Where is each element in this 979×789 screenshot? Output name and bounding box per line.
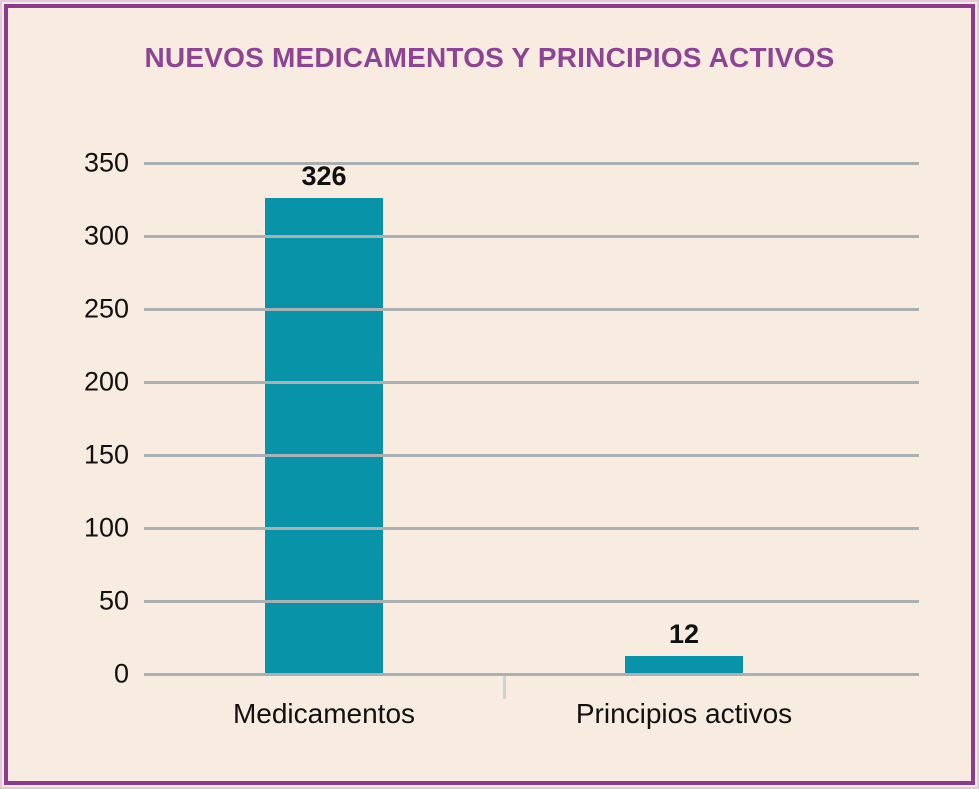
category-separator-tick <box>502 676 506 699</box>
x-axis-category-label-principios-activos: Principios activos <box>575 698 793 729</box>
gridline-150 <box>144 453 919 457</box>
x-axis-category-label-medicamentos: Medicamentos <box>232 698 416 729</box>
gridline-300 <box>144 234 919 238</box>
y-axis-label-100: 100 <box>83 512 129 543</box>
y-axis-label-150: 150 <box>83 439 129 470</box>
gridline-350 <box>144 161 919 165</box>
bar-value-label-principios-activos: 12 <box>668 619 700 650</box>
y-axis-label-350: 350 <box>83 147 129 178</box>
gridline-250 <box>144 307 919 311</box>
y-axis-label-0: 0 <box>113 658 129 689</box>
y-axis-label-200: 200 <box>83 366 129 397</box>
bar-value-label-medicamentos: 326 <box>301 161 347 192</box>
bar-principios-activos <box>625 656 743 674</box>
y-axis-label-300: 300 <box>83 220 129 251</box>
y-axis-label-50: 50 <box>98 585 129 616</box>
gridline-0 <box>144 672 919 676</box>
gridline-50 <box>144 599 919 603</box>
chart-title: NUEVOS MEDICAMENTOS Y PRINCIPIOS ACTIVOS <box>144 42 835 73</box>
bar-chart-plot-area: 0 50 100 150 200 250 300 350 326 Medicamentos 12 Pr… <box>84 149 919 728</box>
gridline-100 <box>144 526 919 530</box>
bar-medicamentos <box>265 198 383 674</box>
gridline-200 <box>144 380 919 384</box>
y-axis-label-250: 250 <box>83 293 129 324</box>
